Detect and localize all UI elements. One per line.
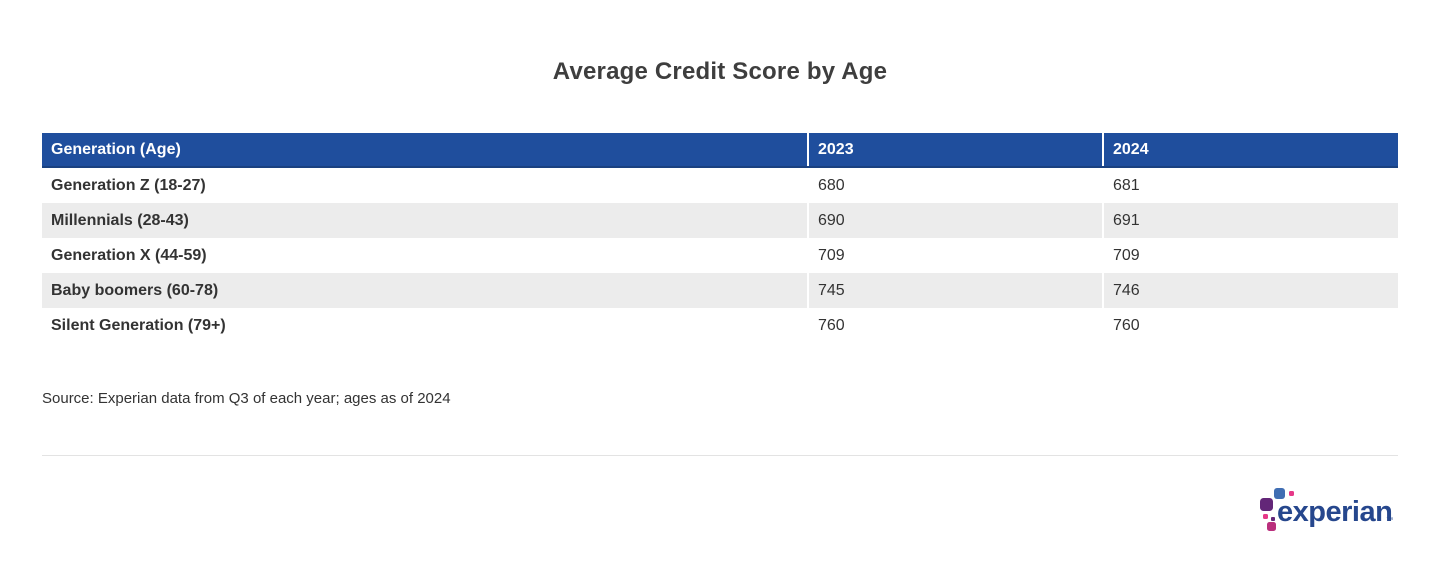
value-2024: 709: [1102, 238, 1398, 273]
value-2023: 745: [807, 273, 1103, 308]
row-label: Millennials (28-43): [51, 211, 189, 229]
experian-logo: experian ™: [1256, 482, 1406, 552]
column-header-2023: 2023: [807, 133, 1103, 168]
table-row-generation-z: Generation Z (18-27) 680 681: [42, 167, 1398, 203]
row-label: Baby boomers (60-78): [51, 281, 219, 299]
logo-trademark: ™: [1386, 517, 1393, 524]
value-2023: 709: [807, 238, 1103, 273]
divider: [42, 455, 1398, 456]
logo-square-purple-icon: [1260, 498, 1273, 511]
table-row-generation-x: Generation X (44-59) 709 709: [42, 238, 1398, 273]
value-2023: 760: [807, 308, 1103, 343]
logo-square-magenta-icon: [1267, 522, 1276, 531]
experian-logo-mark-icon: [1256, 482, 1298, 538]
logo-dot-purple-icon: [1271, 517, 1275, 521]
table-row-silent-generation: Silent Generation (79+) 760 760: [42, 308, 1398, 343]
source-note: Source: Experian data from Q3 of each ye…: [42, 390, 451, 407]
column-header-2024: 2024: [1102, 133, 1398, 168]
row-label: Generation X (44-59): [51, 246, 207, 264]
table-row-baby-boomers: Baby boomers (60-78) 745 746: [42, 273, 1398, 308]
table-row-millennials: Millennials (28-43) 690 691: [42, 203, 1398, 238]
credit-score-table: Generation (Age) 2023 2024 Generation Z …: [42, 133, 1398, 343]
value-2024: 681: [1102, 167, 1398, 203]
value-2024: 691: [1102, 203, 1398, 238]
logo-dot-pink-icon: [1263, 514, 1268, 519]
page-title: Average Credit Score by Age: [552, 58, 888, 85]
logo-wordmark: experian: [1277, 496, 1393, 528]
row-label: Silent Generation (79+): [51, 316, 226, 334]
value-2024: 760: [1102, 308, 1398, 343]
value-2024: 746: [1102, 273, 1398, 308]
value-2023: 680: [807, 167, 1103, 203]
row-label: Generation Z (18-27): [51, 176, 206, 194]
table-header-row: Generation (Age) 2023 2024: [42, 133, 1398, 168]
logo-dot-pink-icon: [1289, 491, 1294, 496]
logo-square-blue-icon: [1274, 488, 1285, 499]
column-header-generation: Generation (Age): [42, 133, 808, 168]
value-2023: 690: [807, 203, 1103, 238]
